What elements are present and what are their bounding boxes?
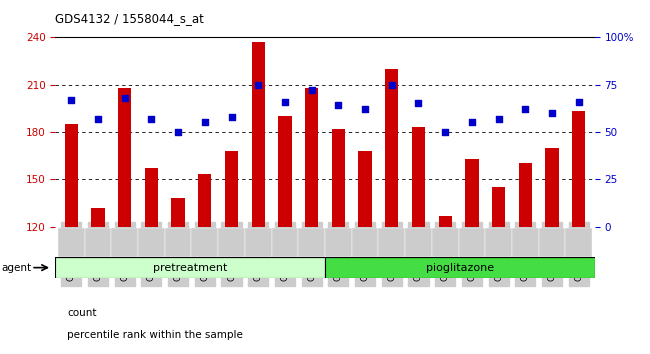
- Bar: [352, 228, 378, 257]
- Bar: [111, 228, 138, 257]
- Point: [66, 97, 77, 103]
- Point: [280, 99, 290, 104]
- Bar: [519, 164, 532, 227]
- Text: pioglitazone: pioglitazone: [426, 263, 494, 273]
- Bar: [486, 228, 512, 257]
- Bar: [566, 228, 592, 257]
- Text: count: count: [67, 308, 96, 318]
- Bar: [55, 257, 325, 278]
- Bar: [218, 228, 245, 257]
- Point: [173, 129, 183, 135]
- Point: [520, 106, 530, 112]
- Point: [440, 129, 450, 135]
- Bar: [512, 228, 539, 257]
- Point: [146, 116, 157, 121]
- Bar: [118, 88, 131, 227]
- Text: pretreatment: pretreatment: [153, 263, 228, 273]
- Text: agent: agent: [1, 263, 31, 273]
- Bar: [91, 207, 105, 227]
- Bar: [332, 129, 345, 227]
- Point: [573, 99, 584, 104]
- Bar: [572, 112, 586, 227]
- Point: [226, 114, 237, 120]
- Bar: [405, 228, 432, 257]
- Bar: [439, 216, 452, 227]
- Bar: [432, 228, 458, 257]
- Bar: [465, 159, 478, 227]
- Point: [360, 106, 370, 112]
- Bar: [278, 116, 292, 227]
- Point: [93, 116, 103, 121]
- Point: [547, 110, 557, 116]
- Bar: [164, 228, 192, 257]
- Bar: [325, 228, 352, 257]
- Bar: [545, 148, 559, 227]
- Bar: [412, 127, 425, 227]
- Bar: [245, 228, 272, 257]
- Bar: [378, 228, 405, 257]
- Point: [306, 87, 317, 93]
- Bar: [138, 228, 164, 257]
- Bar: [458, 228, 486, 257]
- Bar: [64, 124, 78, 227]
- Point: [200, 120, 210, 125]
- Point: [387, 82, 397, 87]
- Point: [493, 116, 504, 121]
- Point: [333, 103, 344, 108]
- Bar: [192, 228, 218, 257]
- Bar: [539, 228, 566, 257]
- Bar: [325, 257, 595, 278]
- Bar: [492, 187, 505, 227]
- Bar: [298, 228, 325, 257]
- Bar: [305, 88, 318, 227]
- Bar: [252, 42, 265, 227]
- Bar: [225, 151, 238, 227]
- Bar: [272, 228, 298, 257]
- Point: [413, 101, 424, 106]
- Point: [120, 95, 130, 101]
- Text: GDS4132 / 1558044_s_at: GDS4132 / 1558044_s_at: [55, 12, 204, 25]
- Point: [253, 82, 263, 87]
- Bar: [172, 198, 185, 227]
- Bar: [84, 228, 111, 257]
- Text: percentile rank within the sample: percentile rank within the sample: [67, 330, 243, 339]
- Bar: [58, 228, 84, 257]
- Point: [467, 120, 477, 125]
- Bar: [385, 69, 398, 227]
- Bar: [145, 168, 158, 227]
- Bar: [198, 175, 211, 227]
- Bar: [358, 151, 372, 227]
